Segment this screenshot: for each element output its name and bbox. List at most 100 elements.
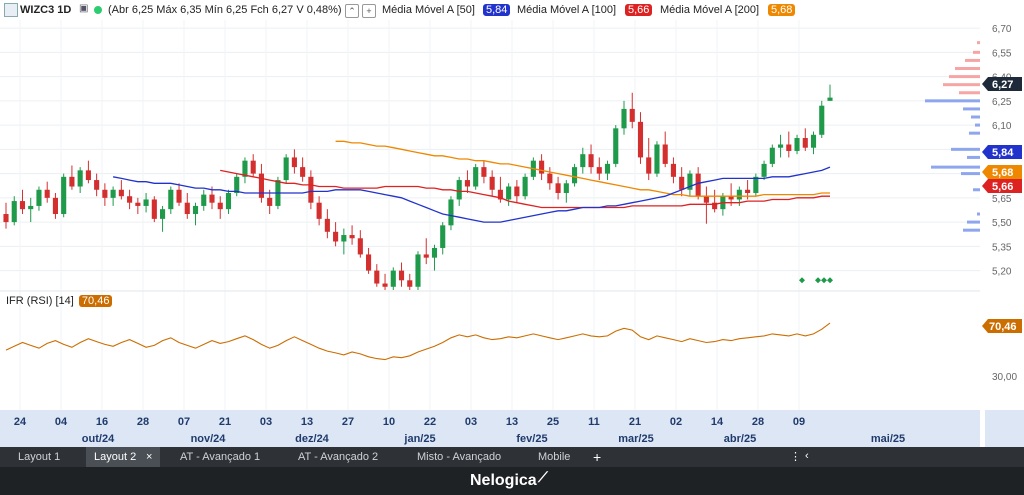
price-tick-label: 5,35 — [992, 242, 1012, 253]
time-tick-day: 16 — [96, 416, 108, 428]
candle-body — [654, 144, 660, 174]
candle-body — [135, 202, 141, 206]
chart-icon[interactable] — [4, 3, 18, 17]
time-tick-month: abr/25 — [724, 433, 756, 445]
volume-profile-bar — [963, 228, 985, 232]
candle-body — [431, 247, 438, 258]
candle-body — [407, 280, 413, 287]
volume-profile-bar — [943, 83, 985, 87]
add-tab-icon[interactable]: + — [593, 449, 602, 465]
candle-body — [3, 214, 9, 223]
time-tick-month: out/24 — [82, 433, 115, 445]
candle-body — [761, 163, 767, 177]
candle-body — [563, 183, 569, 193]
volume-profile-bar — [931, 165, 985, 169]
candle-body — [291, 157, 297, 168]
candle-body — [77, 170, 83, 187]
candle-body — [637, 121, 644, 158]
candle-body — [604, 163, 611, 174]
candle-body — [572, 167, 578, 184]
candle-body — [514, 186, 520, 197]
candle-body — [11, 201, 17, 223]
candle-body — [802, 138, 808, 148]
add-indicator-button[interactable]: + — [362, 4, 376, 18]
candle-body — [580, 154, 586, 168]
candle-body — [819, 105, 825, 135]
candle-body — [786, 144, 792, 151]
brand-mark-icon: ⟋ — [538, 469, 548, 485]
candle-body — [588, 154, 594, 168]
volume-profile-bar — [967, 155, 985, 159]
status-dot-icon — [94, 6, 102, 14]
candle-body — [118, 189, 124, 197]
price-chart[interactable]: 6,706,556,406,256,105,955,805,655,505,35… — [0, 0, 1024, 447]
time-tick-day: 24 — [14, 416, 27, 428]
price-badge-label: 6,27 — [992, 79, 1013, 91]
time-tick-day: 21 — [219, 416, 231, 428]
close-tab-icon[interactable]: × — [146, 451, 153, 463]
time-tick-month: fev/25 — [516, 433, 547, 445]
candle-body — [374, 270, 380, 284]
volume-profile-bar — [955, 67, 985, 71]
time-tick-month: mai/25 — [871, 433, 905, 445]
tab-at-avancado-2[interactable]: AT - Avançado 2 — [298, 451, 379, 463]
time-tick-day: 14 — [711, 416, 724, 428]
candle-body — [547, 173, 553, 184]
ma200-label: Média Móvel A [200] — [660, 4, 760, 16]
candle-body — [555, 183, 561, 193]
candle-body — [160, 209, 166, 219]
candle-body — [324, 218, 330, 232]
candle-body — [794, 138, 800, 151]
candle-body — [127, 196, 133, 203]
settings-icon[interactable]: ▣ — [79, 3, 89, 14]
candle-body — [382, 283, 388, 287]
collapse-button[interactable]: ⌃ — [345, 4, 359, 18]
time-tick-day: 11 — [588, 416, 600, 428]
candle-body — [201, 194, 207, 206]
price-badge — [982, 145, 1022, 159]
candle-body — [366, 254, 372, 271]
tab-at-avancado-1[interactable]: AT - Avançado 1 — [180, 451, 261, 463]
brand-logo: Nelogica — [470, 472, 537, 489]
time-tick-day: 03 — [465, 416, 477, 428]
tab-mobile[interactable]: Mobile — [538, 451, 571, 463]
volume-profile-bar — [951, 147, 985, 151]
tab-misto-avancado[interactable]: Misto - Avançado — [417, 451, 502, 463]
candle-body — [662, 144, 668, 164]
volume-profile-bar — [967, 220, 985, 224]
time-tick-day: 13 — [506, 416, 518, 428]
candle-body — [753, 176, 759, 193]
candle-body — [489, 176, 495, 190]
time-tick-day: 21 — [629, 416, 641, 428]
time-axis-bg — [0, 410, 980, 447]
volume-profile-bar — [965, 58, 985, 62]
rsi-axis-badge-label: 70,46 — [989, 321, 1017, 333]
symbol-label[interactable]: WIZC3 1D — [20, 4, 72, 16]
price-tick-label: 5,50 — [992, 218, 1012, 229]
candle-body — [143, 199, 149, 206]
scroll-left-icon[interactable]: ‹ — [805, 450, 809, 462]
price-tick-label: 6,55 — [992, 48, 1012, 59]
candle-body — [69, 176, 75, 187]
price-tick-label: 5,65 — [992, 194, 1012, 205]
candle-body — [596, 167, 602, 174]
ohlc-readout: (Abr 6,25 Máx 6,35 Mín 6,25 Fch 6,27 V 0… — [108, 4, 342, 16]
tab-layout-2[interactable]: Layout 2 — [86, 447, 160, 467]
price-tick-label: 5,20 — [992, 267, 1012, 278]
price-badge-label: 5,68 — [992, 167, 1013, 179]
ma100-line — [220, 169, 830, 209]
candle-body — [473, 167, 479, 187]
ma200-value-badge: 5,68 — [768, 4, 796, 16]
candle-body — [778, 144, 784, 148]
candle-body — [168, 189, 174, 210]
tab-layout-1[interactable]: Layout 1 — [18, 451, 61, 463]
rsi-value-badge: 70,46 — [78, 295, 113, 307]
volume-profile-bar — [973, 50, 985, 54]
candle-body — [110, 189, 116, 198]
tab-layout-2-label: Layout 2 — [94, 451, 137, 463]
time-tick-day: 22 — [424, 416, 436, 428]
candle-body — [209, 194, 215, 203]
candle-body — [810, 134, 817, 148]
candle-body — [745, 189, 751, 193]
more-options-icon[interactable]: ⋮ — [790, 451, 801, 463]
